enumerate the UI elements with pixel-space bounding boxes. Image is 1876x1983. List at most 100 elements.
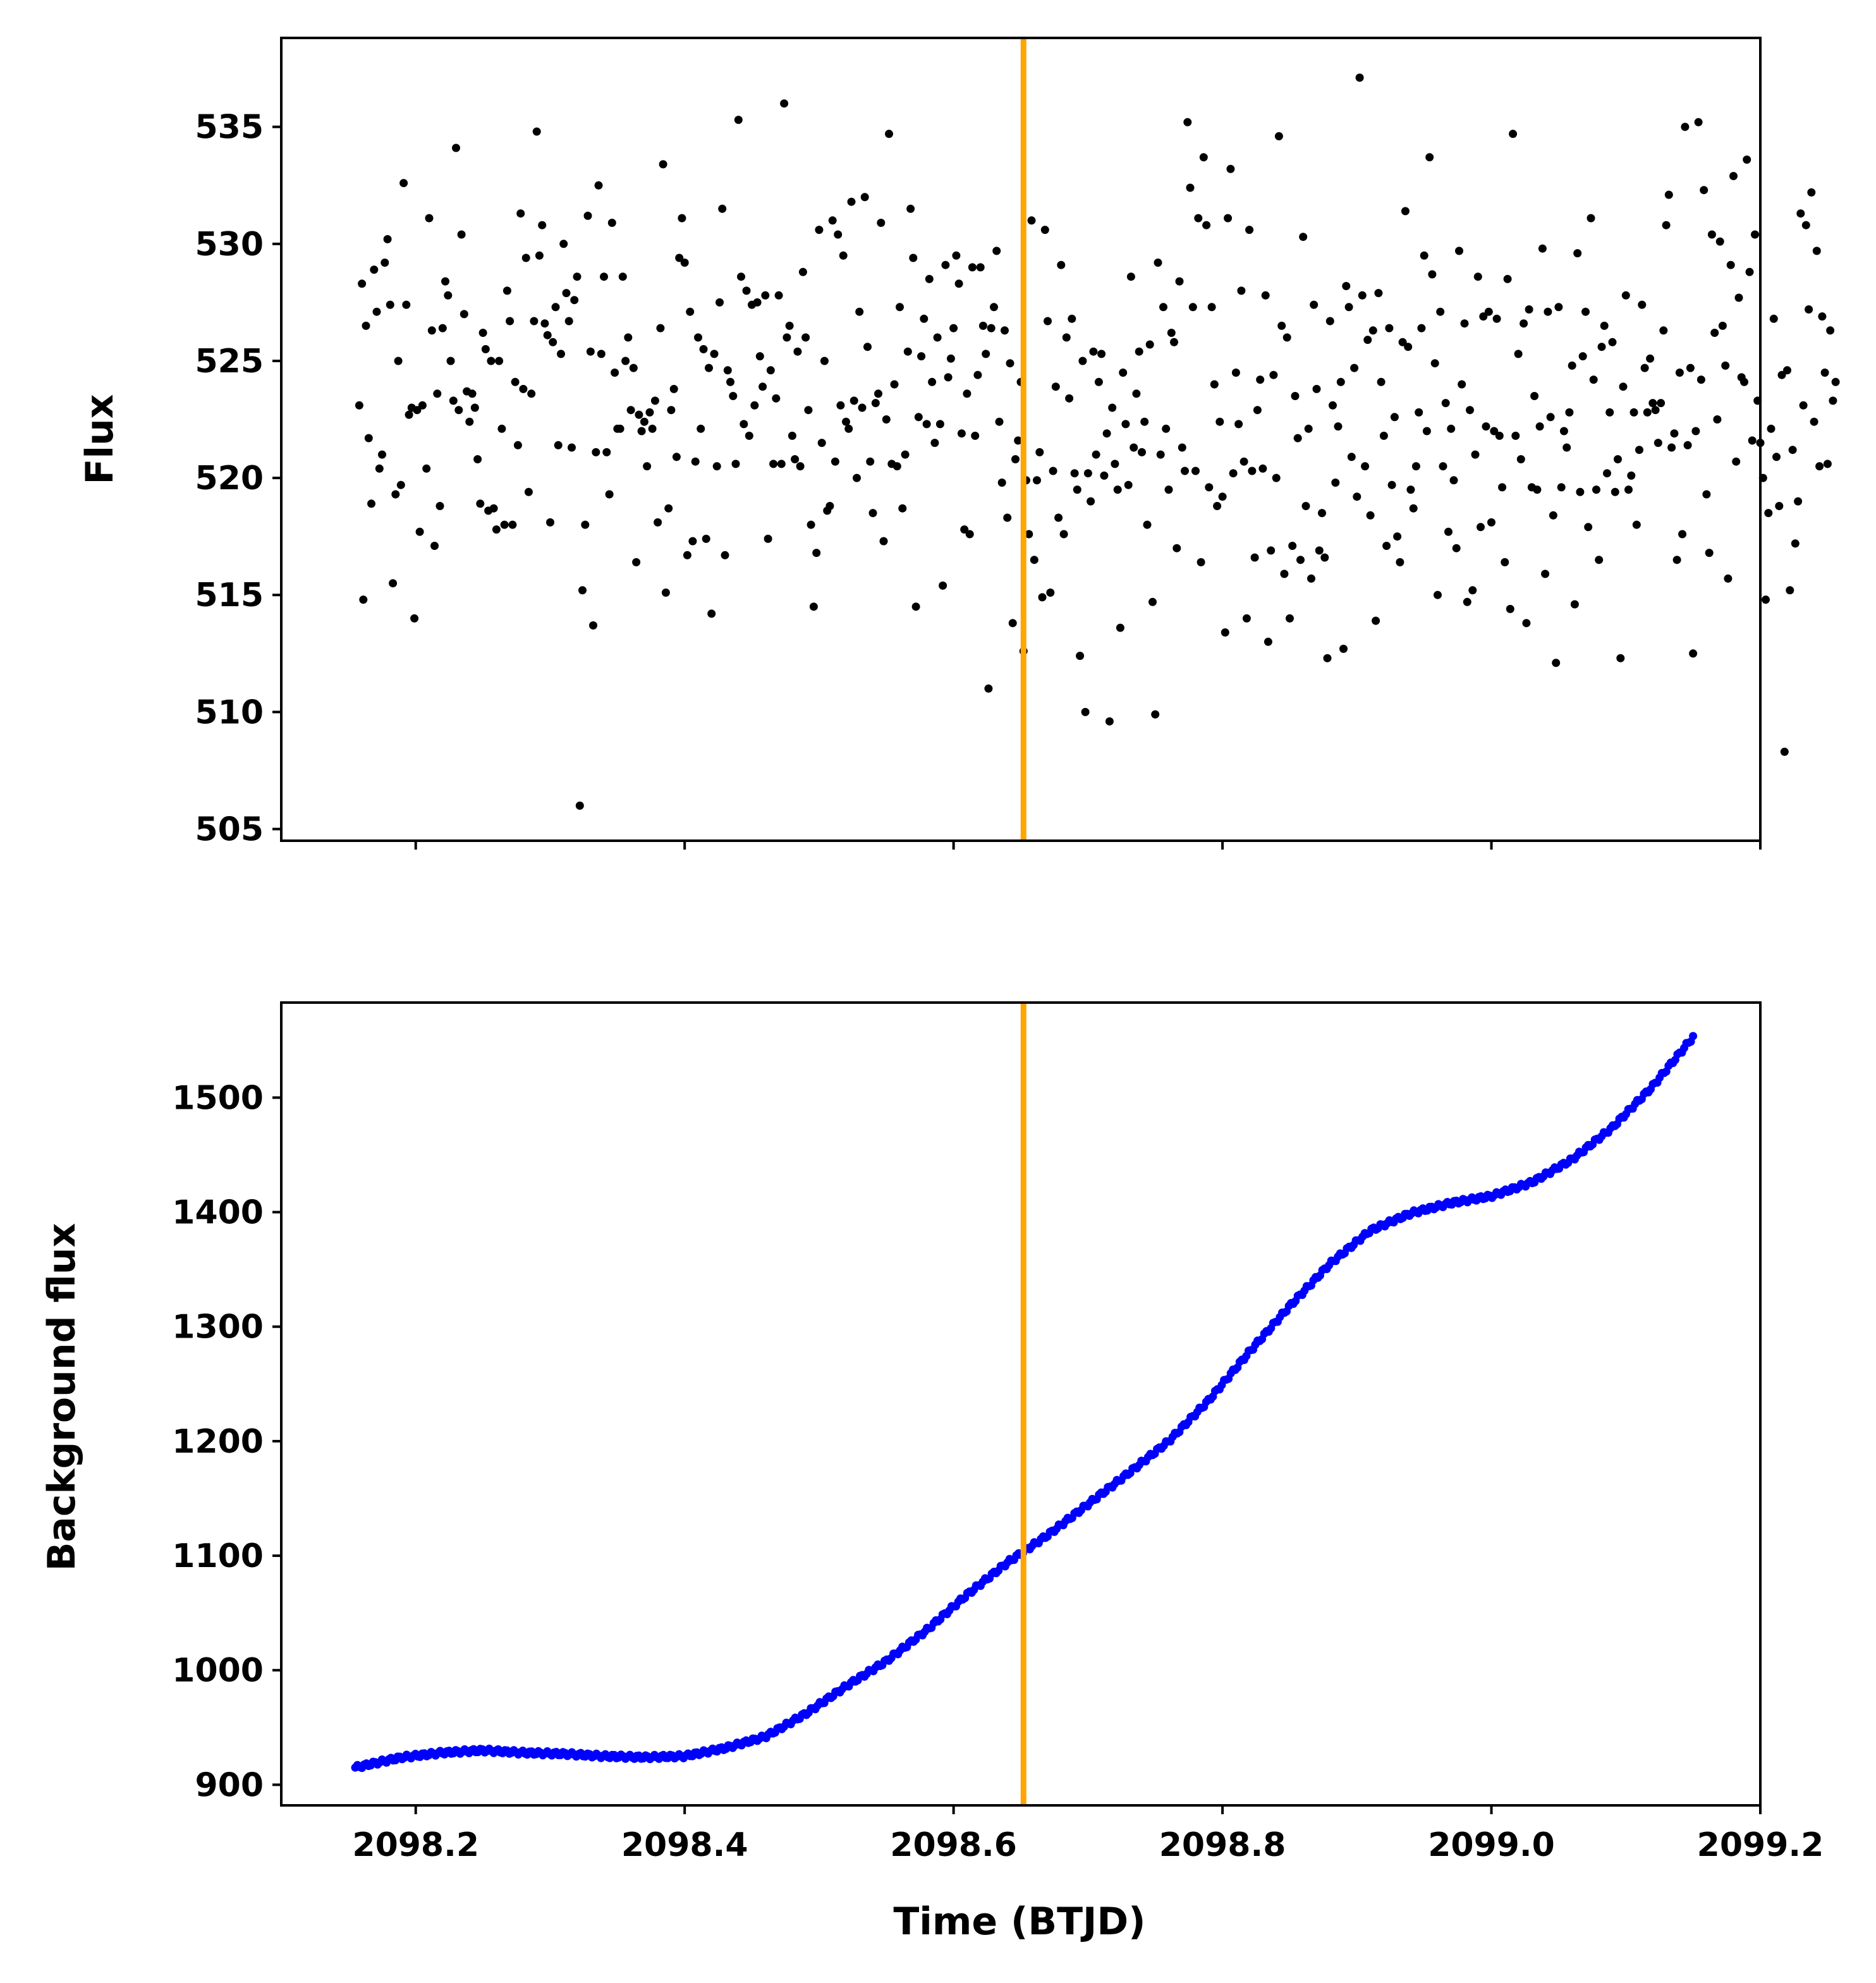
- data-point: [1261, 291, 1270, 300]
- data-point: [487, 357, 496, 365]
- data-point: [1635, 446, 1643, 455]
- data-point: [1689, 1032, 1698, 1040]
- data-point: [1619, 382, 1628, 391]
- data-point: [758, 382, 767, 391]
- data-point: [502, 286, 511, 295]
- data-point: [683, 551, 691, 559]
- data-point: [1829, 396, 1837, 405]
- data-point: [562, 289, 571, 298]
- data-point: [1434, 590, 1442, 599]
- y-tick-label: 535: [195, 109, 264, 147]
- data-point: [1444, 527, 1453, 536]
- data-point: [1178, 443, 1186, 452]
- data-point: [1234, 420, 1243, 429]
- data-point: [1358, 291, 1367, 300]
- data-point: [618, 272, 627, 281]
- data-point: [378, 450, 386, 459]
- data-point: [495, 357, 504, 365]
- data-point: [508, 520, 517, 529]
- data-point: [954, 279, 963, 288]
- data-point: [1081, 707, 1090, 716]
- data-point: [729, 392, 738, 400]
- data-point: [1544, 307, 1552, 316]
- data-point: [1087, 497, 1095, 506]
- data-point: [1600, 321, 1609, 330]
- data-point: [1366, 511, 1375, 520]
- data-point: [1479, 312, 1488, 321]
- data-point: [885, 130, 893, 138]
- data-point: [1059, 530, 1068, 539]
- data-point: [1068, 314, 1076, 323]
- data-point: [917, 352, 926, 361]
- data-point: [740, 420, 748, 429]
- data-point: [1449, 476, 1458, 485]
- data-point: [656, 324, 665, 333]
- data-point: [1393, 532, 1402, 541]
- data-point: [761, 291, 770, 300]
- data-point: [712, 462, 721, 471]
- data-point: [1102, 429, 1111, 438]
- data-point: [1696, 375, 1705, 384]
- data-point: [616, 424, 624, 433]
- data-point: [853, 473, 861, 482]
- data-point: [1794, 497, 1803, 506]
- data-point: [418, 401, 427, 410]
- data-point: [1130, 443, 1138, 452]
- data-point: [1272, 473, 1281, 482]
- data-point: [1073, 485, 1081, 494]
- data-point: [1646, 354, 1655, 363]
- data-point: [836, 401, 845, 410]
- data-point: [1490, 427, 1499, 436]
- y-tick-label: 525: [195, 343, 264, 381]
- data-point: [1210, 380, 1219, 389]
- data-point: [1417, 324, 1426, 333]
- data-point: [1702, 490, 1711, 499]
- data-point: [1097, 350, 1106, 358]
- data-point: [766, 366, 775, 375]
- data-point: [995, 417, 1004, 426]
- data-point: [570, 296, 579, 305]
- data-point: [1070, 469, 1079, 478]
- data-point: [734, 116, 743, 125]
- data-point: [1592, 485, 1600, 494]
- data-point: [1565, 408, 1574, 417]
- data-point: [780, 99, 789, 108]
- data-point: [1224, 214, 1233, 223]
- y-tick-label: 1500: [172, 1079, 264, 1117]
- data-point: [592, 448, 600, 456]
- data-point: [1269, 370, 1278, 379]
- data-point: [1458, 380, 1466, 389]
- data-point: [1624, 485, 1633, 494]
- data-point: [521, 253, 530, 262]
- data-point: [546, 518, 554, 527]
- data-point: [441, 277, 449, 286]
- y-tick-label: 530: [195, 226, 264, 264]
- data-point: [602, 448, 611, 456]
- data-point: [1745, 267, 1754, 276]
- data-point: [402, 300, 411, 309]
- data-point: [1525, 305, 1533, 314]
- data-point: [1710, 329, 1719, 337]
- data-point: [678, 214, 686, 223]
- data-point: [1627, 471, 1636, 480]
- data-point: [1751, 230, 1759, 239]
- data-point: [1390, 413, 1399, 422]
- data-point: [1654, 439, 1662, 448]
- y-tick-label: 1100: [172, 1537, 264, 1575]
- data-point: [1538, 244, 1547, 253]
- data-point: [842, 417, 850, 426]
- data-point: [1207, 303, 1216, 312]
- data-point: [1670, 429, 1679, 438]
- data-point: [1213, 502, 1222, 510]
- data-point: [1559, 427, 1568, 436]
- data-point: [742, 286, 751, 295]
- data-point: [1094, 377, 1103, 386]
- data-point: [1044, 317, 1052, 326]
- data-point: [978, 321, 987, 330]
- data-point: [855, 307, 864, 316]
- data-point: [699, 345, 708, 353]
- data-point: [1344, 303, 1353, 312]
- data-point: [1250, 553, 1259, 562]
- data-point: [1595, 556, 1604, 564]
